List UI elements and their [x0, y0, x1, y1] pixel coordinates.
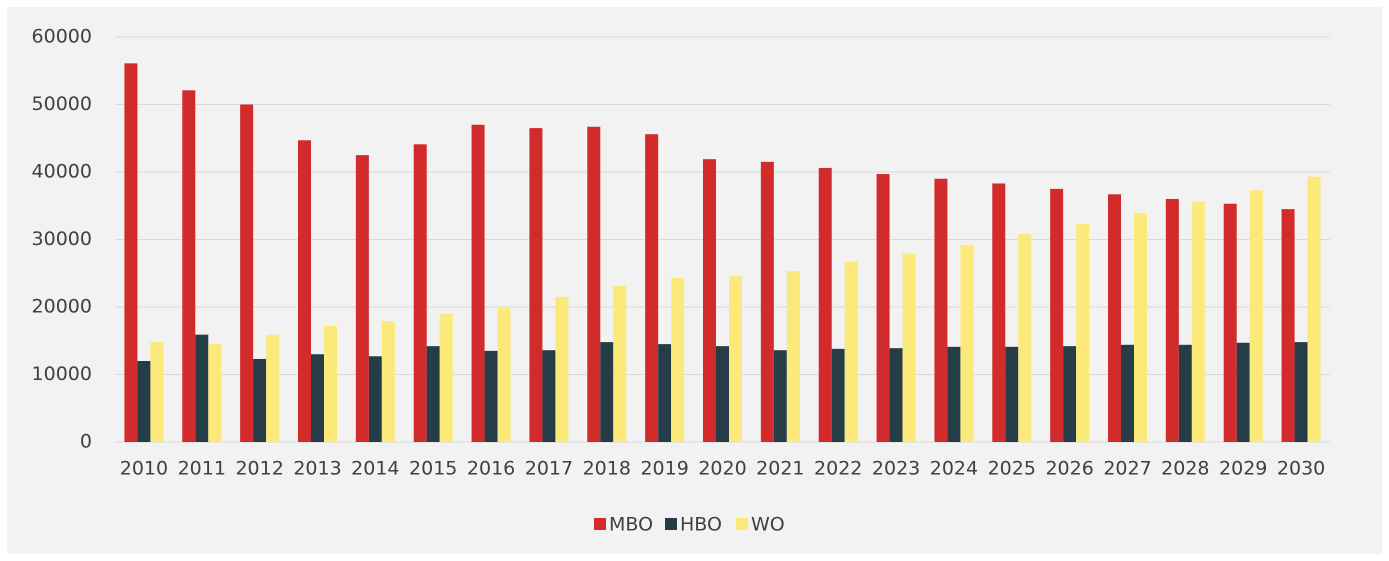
x-tick-label: 2023 [872, 458, 920, 480]
chart-background [7, 7, 1382, 554]
bar [413, 144, 427, 442]
bar [1063, 346, 1077, 442]
bar [555, 296, 569, 442]
bar [889, 348, 903, 442]
bar [1307, 176, 1321, 442]
bar [1223, 203, 1237, 442]
y-tick-label: 0 [80, 431, 92, 453]
x-tick-label: 2017 [525, 458, 573, 480]
x-tick-label: 2019 [640, 458, 688, 480]
bar [368, 356, 382, 442]
bar [831, 348, 845, 442]
x-tick-label: 2025 [988, 458, 1036, 480]
legend-label: HBO [680, 514, 722, 536]
x-tick-label: 2015 [409, 458, 457, 480]
bar [266, 334, 280, 442]
bar [1249, 190, 1263, 442]
bar [1050, 188, 1064, 442]
bar [760, 161, 774, 442]
bar [497, 307, 511, 442]
x-tick-label: 2027 [1103, 458, 1151, 480]
x-tick-label: 2010 [120, 458, 168, 480]
y-tick-label: 30000 [32, 228, 92, 250]
bar [355, 155, 369, 442]
bar [311, 354, 324, 442]
bar [1294, 342, 1308, 442]
bar [426, 346, 440, 442]
bar [195, 334, 209, 442]
bar [529, 128, 543, 442]
bar [1108, 194, 1121, 442]
bar [1236, 342, 1250, 442]
bar [182, 90, 196, 442]
legend-swatch [594, 518, 606, 530]
bar [613, 286, 627, 442]
bar [253, 358, 267, 442]
bar [208, 344, 222, 442]
x-tick-label: 2021 [756, 458, 804, 480]
bar [1165, 199, 1179, 442]
bar [729, 275, 742, 442]
bar [658, 344, 672, 442]
x-tick-label: 2028 [1161, 458, 1209, 480]
bar [902, 253, 916, 442]
x-tick-label: 2020 [698, 458, 746, 480]
bar [1134, 213, 1147, 442]
bar [703, 159, 716, 443]
bar [240, 104, 254, 442]
bar [773, 350, 787, 442]
x-tick-label: 2024 [930, 458, 978, 480]
x-tick-label: 2018 [583, 458, 631, 480]
bar [947, 346, 961, 442]
legend-swatch [736, 518, 748, 530]
bar [1018, 234, 1032, 442]
bar [587, 126, 601, 443]
x-tick-label: 2011 [178, 458, 226, 480]
x-tick-label: 2013 [293, 458, 341, 480]
bar [1281, 209, 1295, 442]
bar [716, 346, 729, 442]
legend-label: MBO [609, 514, 653, 536]
y-tick-label: 60000 [32, 26, 92, 48]
y-tick-label: 40000 [32, 161, 92, 183]
bar [992, 183, 1006, 442]
bar [600, 342, 614, 442]
bar [439, 313, 453, 442]
bar [381, 321, 395, 442]
bar [671, 277, 685, 442]
bar [298, 140, 311, 442]
y-tick-label: 10000 [32, 363, 92, 385]
x-tick-label: 2030 [1277, 458, 1325, 480]
legend-swatch [665, 518, 677, 530]
bar [876, 174, 890, 442]
bar [1076, 223, 1090, 442]
y-tick-label: 20000 [32, 296, 92, 318]
bar [844, 261, 858, 442]
x-tick-label: 2022 [814, 458, 862, 480]
legend-label: WO [751, 514, 785, 536]
bar [324, 325, 337, 442]
x-tick-label: 2029 [1219, 458, 1267, 480]
bar [471, 124, 485, 442]
x-tick-label: 2014 [351, 458, 399, 480]
y-tick-label: 50000 [32, 93, 92, 115]
bar [1191, 201, 1205, 442]
bar [645, 134, 659, 442]
bar [137, 361, 151, 442]
bar [124, 63, 138, 442]
bar [960, 244, 974, 442]
x-tick-label: 2026 [1045, 458, 1093, 480]
bar [786, 271, 800, 442]
bar [542, 350, 556, 442]
bar [1178, 344, 1192, 442]
bar [818, 167, 832, 442]
bar [1121, 344, 1134, 442]
bar [1005, 346, 1019, 442]
x-tick-label: 2016 [467, 458, 515, 480]
x-tick-label: 2012 [235, 458, 283, 480]
bar [934, 178, 948, 442]
bar [484, 350, 498, 442]
bar [150, 342, 164, 442]
